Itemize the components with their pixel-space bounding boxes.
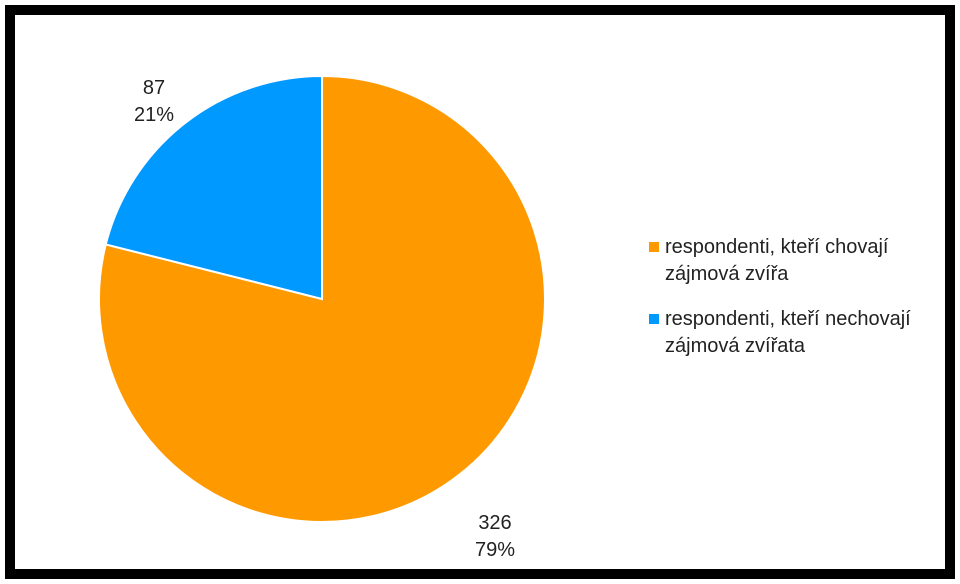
data-label-percent-1: 21% (134, 104, 174, 126)
pie-slice-1 (104, 74, 323, 301)
data-label-value-0: 326 (478, 512, 511, 534)
legend-swatch-orange (649, 242, 659, 252)
legend-item-chovaji: respondenti, kteří chovají zájmová zvířa (649, 234, 945, 288)
legend-label: respondenti, kteří chovají zájmová zvířa (665, 236, 889, 285)
legend-label: respondenti, kteří nechovají zájmová zví… (665, 308, 911, 357)
chart-frame: 326 79% 87 21% respondenti, kteří chovají z… (5, 5, 955, 579)
legend: respondenti, kteří chovají zájmová zvířa… (649, 234, 945, 378)
legend-item-nechovaji: respondenti, kteří nechovají zájmová zví… (649, 306, 945, 360)
pie-data-labels: 326 79% 87 21% (134, 77, 515, 561)
data-label-percent-0: 79% (475, 539, 515, 561)
pie-chart: 326 79% 87 21% (98, 74, 546, 561)
data-label-value-1: 87 (143, 77, 165, 99)
pie-slices (98, 74, 546, 523)
legend-swatch-blue (649, 314, 659, 324)
